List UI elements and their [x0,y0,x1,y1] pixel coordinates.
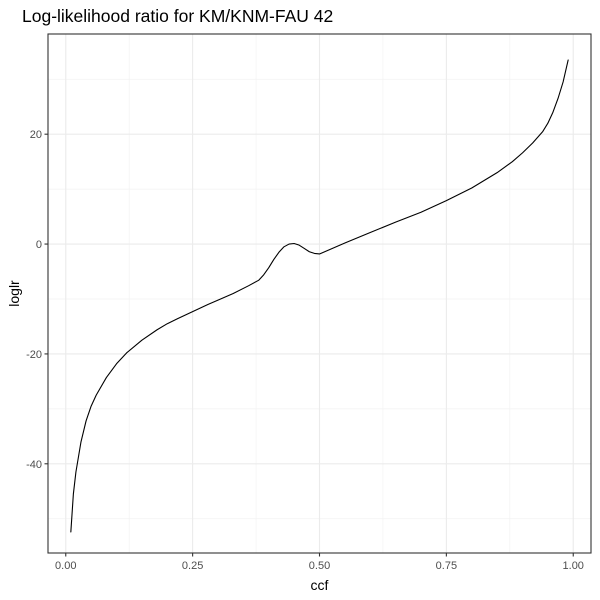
x-tick-label: 0.50 [309,560,330,572]
x-tick-label: 0.75 [436,560,457,572]
series-line-layer [70,59,569,533]
loglr-series-line [70,59,569,533]
major-gridlines [48,34,591,553]
y-axis-title: loglr [6,280,22,307]
x-tick-label: 1.00 [563,560,584,572]
chart-title: Log-likelihood ratio for KM/KNM-FAU 42 [22,6,333,26]
x-axis-ticks: 0.00 0.25 0.50 0.75 1.00 [55,553,584,572]
x-tick-label: 0.00 [55,560,76,572]
y-axis-ticks: -40 -20 0 20 [26,129,48,471]
x-tick-label: 0.25 [182,560,203,572]
y-tick-label: -20 [26,349,42,361]
y-tick-label: 20 [30,129,42,141]
y-tick-label: 0 [36,239,42,251]
y-tick-label: -40 [26,459,42,471]
x-axis-title: ccf [311,577,329,593]
